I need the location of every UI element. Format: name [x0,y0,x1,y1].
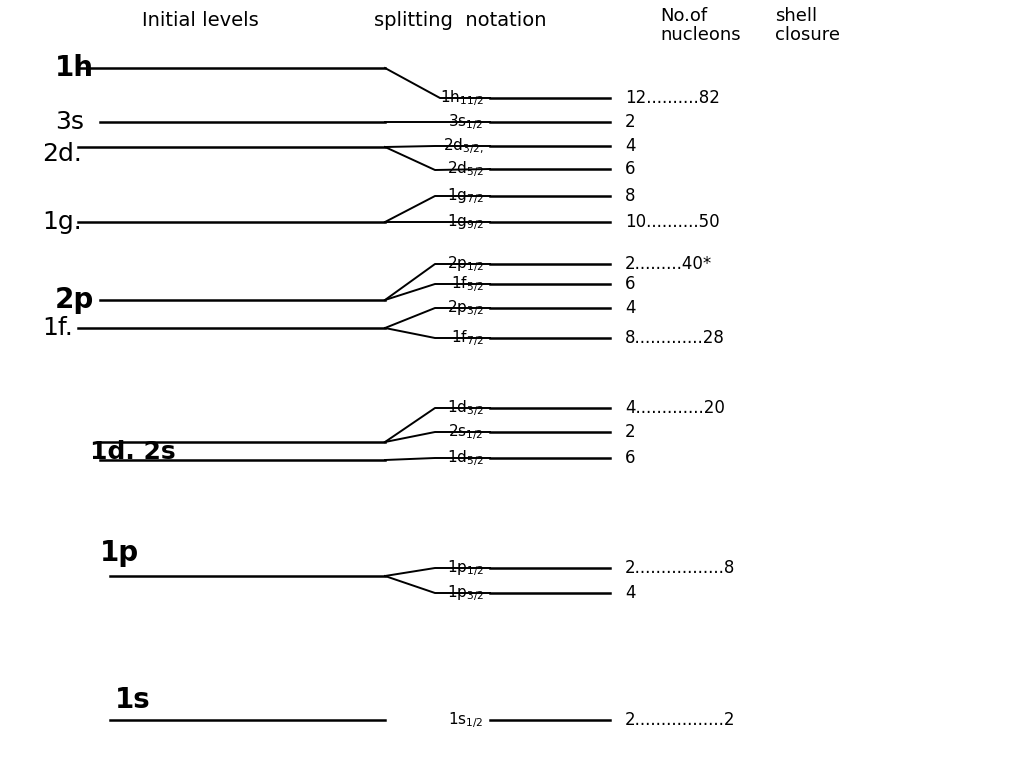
Text: 2d$_{3/2,}$: 2d$_{3/2,}$ [443,137,484,156]
Text: splitting  notation: splitting notation [374,11,546,29]
Text: 1s$_{1/2}$: 1s$_{1/2}$ [449,710,484,730]
Text: 1h: 1h [55,54,94,82]
Text: 8: 8 [625,187,636,205]
Text: 1d$_{3/2}$: 1d$_{3/2}$ [446,398,484,418]
Text: 1h$_{11/2}$: 1h$_{11/2}$ [440,88,484,108]
Text: 1f$_{5/2}$: 1f$_{5/2}$ [451,274,484,294]
Text: 6: 6 [625,449,636,467]
Text: 1d$_{5/2}$: 1d$_{5/2}$ [446,448,484,468]
Text: 3s$_{1/2}$: 3s$_{1/2}$ [449,112,484,132]
Text: 2.................2: 2.................2 [625,711,735,729]
Text: 3s: 3s [55,110,84,134]
Text: 2.........40*: 2.........40* [625,255,713,273]
Text: 2d$_{5/2}$: 2d$_{5/2}$ [446,159,484,179]
Text: 1d. 2s: 1d. 2s [90,440,176,464]
Text: 2.................8: 2.................8 [625,559,735,577]
Text: 2s$_{1/2}$: 2s$_{1/2}$ [449,422,484,442]
Text: No.of: No.of [660,7,708,25]
Text: 1g$_{7/2}$: 1g$_{7/2}$ [446,186,484,206]
Text: 4: 4 [625,137,636,155]
Text: 4: 4 [625,299,636,317]
Text: 1p$_{1/2}$: 1p$_{1/2}$ [446,558,484,578]
Text: 10..........50: 10..........50 [625,213,720,231]
Text: 2: 2 [625,423,636,441]
Text: 2p: 2p [55,286,94,314]
Text: 1p$_{3/2}$: 1p$_{3/2}$ [446,583,484,603]
Text: shell: shell [775,7,817,25]
Text: 1g.: 1g. [42,210,82,234]
Text: 8.............28: 8.............28 [625,329,725,347]
Text: Initial levels: Initial levels [141,11,258,29]
Text: closure: closure [775,26,840,44]
Text: 1p: 1p [100,539,139,567]
Text: 12..........82: 12..........82 [625,89,720,107]
Text: 1f$_{7/2}$: 1f$_{7/2}$ [451,328,484,348]
Text: 1s: 1s [115,686,151,714]
Text: 6: 6 [625,275,636,293]
Text: 1g$_{9/2}$: 1g$_{9/2}$ [446,212,484,232]
Text: 2p$_{3/2}$: 2p$_{3/2}$ [446,298,484,318]
Text: nucleons: nucleons [660,26,740,44]
Text: 2d.: 2d. [42,142,82,166]
Text: 2p$_{1/2}$: 2p$_{1/2}$ [446,254,484,274]
Text: 6: 6 [625,160,636,178]
Text: 2: 2 [625,113,636,131]
Text: 4.............20: 4.............20 [625,399,725,417]
Text: 1f.: 1f. [42,316,73,340]
Text: 4: 4 [625,584,636,602]
